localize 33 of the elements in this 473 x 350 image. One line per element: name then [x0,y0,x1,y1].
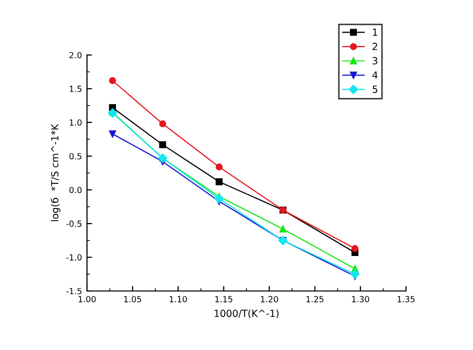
legend-label: 4 [372,71,378,79]
point [279,225,286,232]
y-tick-label: -0.5 [66,220,82,227]
y-tick-label: 0.0 [69,186,82,194]
y-axis-title: log(б *T/S cm^-1*K [50,124,60,222]
legend-label: 3 [372,57,378,64]
legend-label: 5 [372,86,378,93]
x-tick-label: 1.20 [260,296,278,302]
point [351,245,358,252]
point [216,178,223,186]
x-tick-label: 1.05 [124,296,142,302]
x-axis-title: 1000/T(K^-1) [214,309,279,318]
y-tick-label: 0.5 [69,153,82,160]
y-tick-label: 1.0 [70,119,82,126]
point [159,141,166,148]
point [159,120,166,128]
x-tick-label: 1.10 [170,296,187,302]
y-tick-label: -1.5 [66,288,82,294]
x-tick-label: 1.30 [352,296,370,302]
point [216,163,223,170]
y-tick-label: 2.0 [69,52,82,58]
legend-label: 2 [372,42,378,50]
y-tick-label: 1.5 [70,86,82,92]
y-tick-label: -1.0 [66,254,82,261]
x-tick-label: 1.00 [78,296,96,302]
point [109,130,116,138]
point [350,270,360,279]
point [214,194,224,204]
x-tick-label: 1.35 [398,296,415,302]
x-tick-label: 1.25 [306,296,324,302]
legend-label: 1 [372,28,378,36]
point [109,77,116,84]
x-tick-label: 1.15 [215,296,232,302]
